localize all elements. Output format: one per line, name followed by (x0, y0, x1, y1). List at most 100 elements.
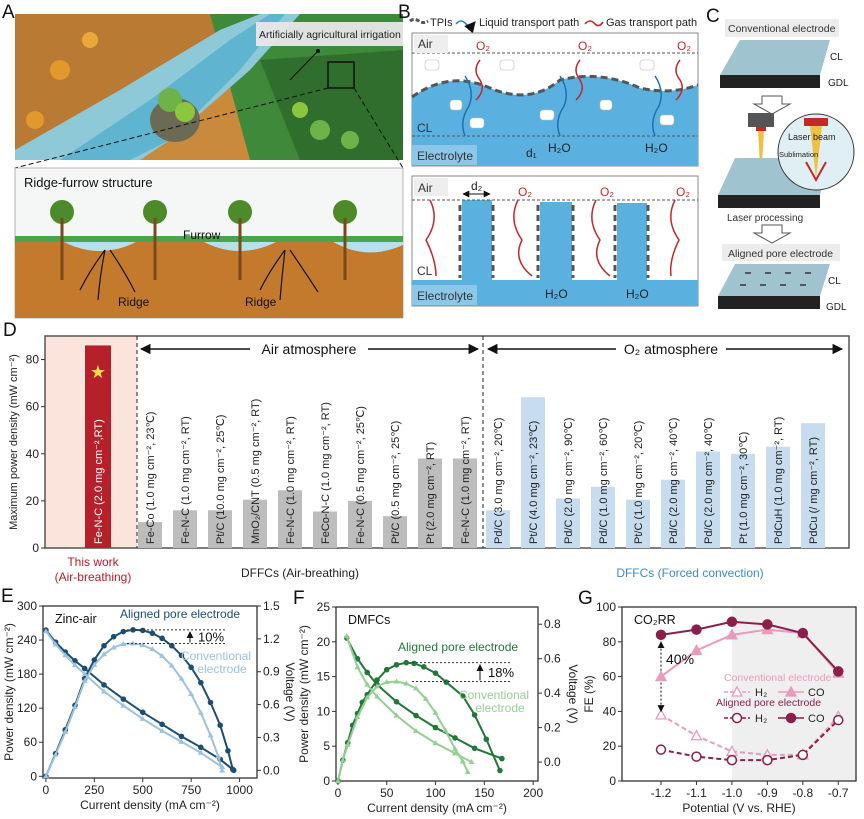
plot-frame (621, 606, 857, 782)
data-point-triangle (725, 628, 739, 640)
data-point-triangle (178, 738, 185, 744)
panel-letter-e: E (1, 586, 14, 607)
y-tick-label: 180 (17, 667, 37, 681)
data-point-circle (432, 724, 439, 731)
air-breathing-group-label: DFFCs (Air-breathing) (241, 566, 359, 580)
aligned-electrode-label: Aligned pore electrode (120, 607, 240, 621)
data-point-circle (393, 661, 400, 668)
data-point-triangle (432, 740, 439, 746)
series-line-aligned (337, 661, 501, 782)
panel-letter-a: A (2, 2, 15, 23)
data-point-circle (139, 709, 146, 716)
data-point-circle (655, 744, 667, 755)
bar-air (348, 500, 372, 548)
this-work-subcaption: (Air-breathing) (55, 570, 132, 584)
data-point-triangle (393, 712, 400, 718)
data-point-triangle (139, 642, 146, 648)
bar-label: Fe-N-C (2.0 mg cm⁻²,RT) (93, 419, 105, 544)
data-point-triangle (468, 759, 475, 765)
x-tick-label: -1.0 (722, 786, 743, 800)
data-point-triangle (459, 758, 466, 764)
data-point-circle (797, 749, 809, 761)
panel-letter-f: F (293, 588, 305, 609)
data-point-circle (178, 652, 185, 659)
panel-a: A Artificially agricultural irrigation (2, 2, 404, 319)
bar-o2 (731, 453, 755, 548)
y-axis-label: FE (%) (582, 675, 596, 712)
data-point-triangle (91, 662, 98, 668)
y-tick-label: 15 (317, 670, 331, 684)
series-line-aligned (345, 637, 503, 760)
x-tick-label: 500 (133, 783, 153, 797)
data-point-circle (432, 670, 439, 676)
bar-o2 (801, 423, 825, 548)
legend-label-h2: H₂ (755, 687, 767, 699)
data-point-circle (364, 669, 371, 676)
o2-label: O₂ (518, 185, 532, 199)
sublimation-label: Sublimation (779, 150, 818, 159)
bar-label: Fe-N-C (1.0 mg cm⁻², RT) (285, 416, 297, 544)
data-point-triangle (422, 695, 429, 701)
cl-label: CL (828, 276, 841, 287)
series-line-conv (45, 630, 223, 768)
y-tick-label: 120 (17, 701, 37, 715)
o2-label: O₂ (677, 39, 691, 53)
x-tick-label: 150 (474, 786, 494, 800)
data-point-triangle (654, 670, 668, 682)
data-point-circle (499, 755, 505, 762)
y-tick-label: 20 (603, 739, 617, 753)
aligned-pore-electrode-illustration (718, 264, 830, 309)
chart-title: DMFCs (348, 613, 390, 627)
y-tick-label: 100 (596, 600, 616, 614)
o2-label: O₂ (676, 185, 690, 199)
data-point-circle (691, 751, 702, 762)
o2-label: O₂ (578, 39, 592, 53)
y-tick-label: 25 (317, 600, 331, 614)
data-point-circle (443, 679, 450, 685)
data-point-circle (413, 712, 419, 719)
x-axis-label: Current density (mA cm⁻²) (80, 798, 220, 812)
cl-label-top: CL (417, 121, 433, 135)
x-axis-label: Current density (mA cm⁻²) (367, 801, 507, 815)
bar-air (313, 511, 337, 548)
data-point-triangle (690, 644, 703, 656)
data-point-circle (120, 628, 127, 635)
gain-label: 10% (198, 630, 224, 645)
data-point-triangle (71, 662, 78, 668)
data-point-triangle (464, 768, 471, 774)
data-point-circle (168, 642, 175, 649)
x-tick-label: -0.8 (792, 786, 813, 800)
b-legend: TPIs Liquid transport path Gas transport… (409, 17, 697, 34)
down-arrow-icon (752, 95, 792, 115)
data-point-circle (691, 624, 702, 635)
y-tick-label: 60 (26, 400, 40, 414)
y-tick-label: 300 (17, 599, 37, 613)
panel-letter-b: B (398, 2, 411, 23)
bar-air (243, 499, 267, 548)
forced-convection-group-label: DFFCs (Forced convection) (616, 566, 763, 580)
data-point-circle (198, 744, 204, 751)
gdl-label: GDL (828, 78, 849, 89)
x-tick-label: -1.1 (686, 786, 707, 800)
h2o-label: H₂O (548, 141, 571, 155)
electrolyte-label-bottom: Electrolyte (417, 289, 473, 303)
this-work-caption: This work (67, 555, 119, 569)
chart-title: CO₂RR (634, 613, 676, 627)
bar-label: Fe-N-C (0.5 mg cm⁻², 25℃) (355, 406, 367, 544)
x-axis-label: Potential (V vs. RHE) (682, 801, 795, 815)
data-point-triangle (149, 646, 156, 652)
y-tick-label: 60 (603, 670, 617, 684)
cl-label: CL (830, 52, 843, 63)
data-point-triangle (120, 702, 127, 708)
y2-tick-label: 0.0 (544, 755, 561, 769)
data-point-circle (483, 736, 490, 743)
data-point-triangle (197, 749, 204, 755)
data-point-circle (403, 659, 410, 666)
data-point-triangle (139, 715, 146, 721)
x-tick-label: 1000 (226, 783, 253, 797)
y-axis-label: Power density (mW cm⁻²) (2, 623, 16, 761)
cl-label-bottom: CL (417, 264, 433, 278)
irrigation-landscape-illustration: Artificially agricultural irrigation (14, 14, 404, 169)
electrolyte-label-top: Electrolyte (417, 149, 473, 163)
liquid-path-legend-label: Liquid transport path (479, 17, 579, 29)
